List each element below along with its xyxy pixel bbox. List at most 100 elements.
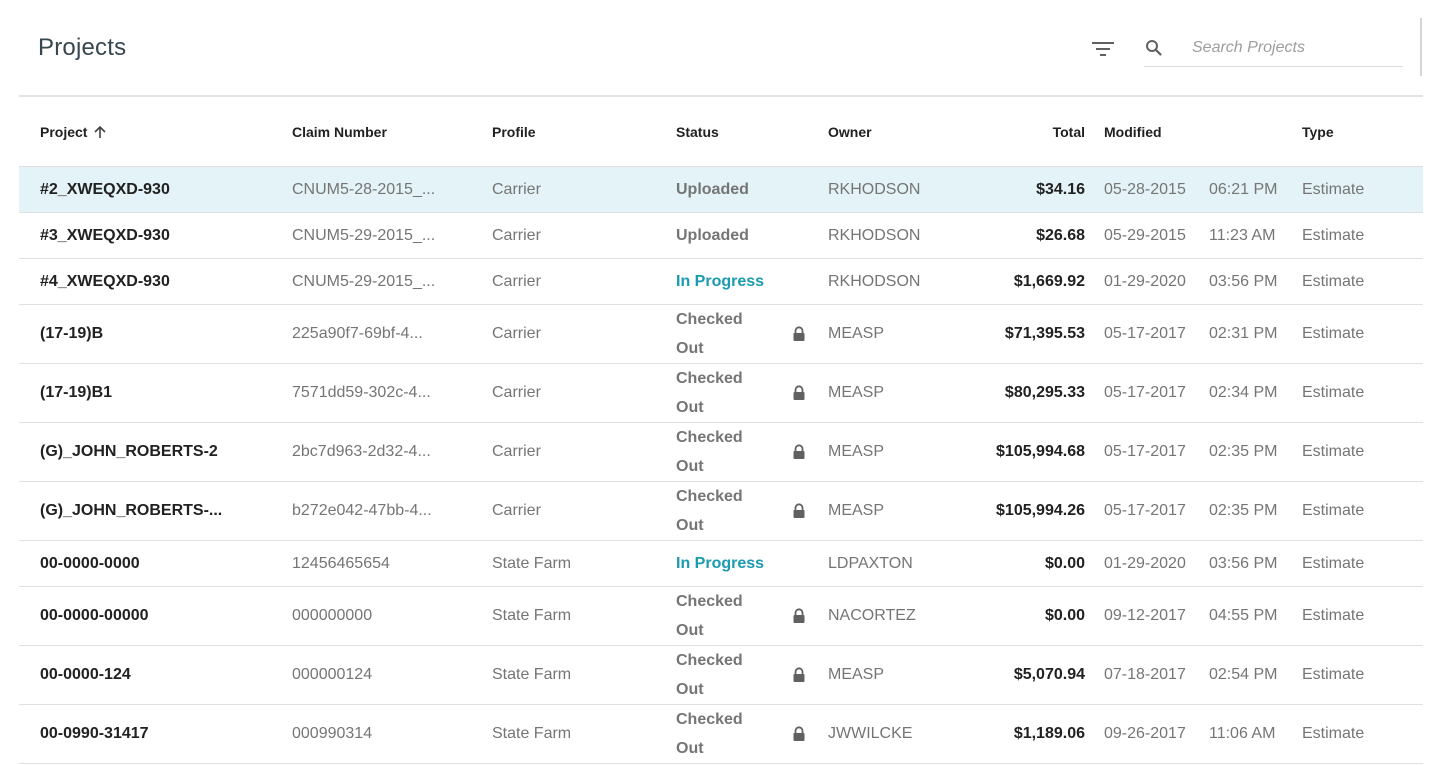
cell-status: In Progress <box>676 554 765 572</box>
cell-status: Uploaded <box>676 226 749 244</box>
column-header-modified[interactable]: Modified <box>1104 124 1162 140</box>
cell-profile: Carrier <box>492 325 541 342</box>
column-header-owner[interactable]: Owner <box>828 124 872 140</box>
filter-button[interactable] <box>1090 36 1116 62</box>
cell-modified-date: 01-29-2020 <box>1104 272 1186 290</box>
cell-total: $1,669.92 <box>1013 272 1085 290</box>
cell-profile: Carrier <box>492 443 541 460</box>
cell-claim-number: 000990314 <box>292 725 373 742</box>
cell-status: Checked Out <box>676 593 743 639</box>
cell-owner: NACORTEZ <box>828 607 916 624</box>
cell-claim-number: CNUM5-29-2015_... <box>292 272 436 290</box>
lock-icon <box>790 364 808 422</box>
cell-total: $26.68 <box>1036 226 1085 244</box>
cell-modified-date: 05-29-2015 <box>1104 226 1186 244</box>
cell-claim-number: b272e042-47bb-4... <box>292 502 432 519</box>
table-header: Project Claim Number Profile Status Owne… <box>19 95 1423 167</box>
cell-total: $80,295.33 <box>1004 384 1085 401</box>
cell-status: Checked Out <box>676 711 743 757</box>
cell-modified-date: 05-17-2017 <box>1104 384 1186 401</box>
cell-claim-number: 2bc7d963-2d32-4... <box>292 443 431 460</box>
table-row[interactable]: (17-19)B1 7571dd59-302c-4... Carrier Checke… <box>19 364 1423 423</box>
column-header-status[interactable]: Status <box>676 124 719 140</box>
cell-type: Estimate <box>1302 502 1365 519</box>
cell-type: Estimate <box>1302 725 1365 742</box>
cell-total: $1,189.06 <box>1013 725 1085 742</box>
cell-owner: MEASP <box>828 384 885 401</box>
column-header-total[interactable]: Total <box>1052 124 1085 140</box>
cell-profile: State Farm <box>492 666 572 683</box>
cell-owner: MEASP <box>828 666 885 683</box>
cell-project: (G)_JOHN_ROBERTS-... <box>40 502 223 519</box>
table-row[interactable]: #4_XWEQXD-930 CNUM5-29-2015_... Carrier In … <box>19 259 1423 305</box>
cell-profile: Carrier <box>492 272 541 290</box>
page-header: Projects <box>0 0 1440 96</box>
cell-owner: RKHODSON <box>828 272 921 290</box>
table-row[interactable]: #3_XWEQXD-930 CNUM5-29-2015_... Carrier Upl… <box>19 213 1423 259</box>
cell-modified-date: 05-17-2017 <box>1104 443 1186 460</box>
cell-total: $0.00 <box>1044 554 1085 572</box>
cell-profile: Carrier <box>492 384 541 401</box>
filter-icon <box>1092 42 1114 56</box>
cell-modified-time: 02:35 PM <box>1209 502 1278 519</box>
page-title: Projects <box>38 34 127 61</box>
cell-status: Checked Out <box>676 311 743 357</box>
table-row[interactable]: 00-0000-00000 000000000 State Farm Checked … <box>19 587 1423 646</box>
cell-claim-number: 000000000 <box>292 607 373 624</box>
cell-owner: MEASP <box>828 443 885 460</box>
cell-project: 00-0990-31417 <box>40 725 149 742</box>
lock-icon <box>790 705 808 763</box>
table-row[interactable]: (17-19)B 225a90f7-69bf-4... Carrier Checked… <box>19 305 1423 364</box>
cell-project: (17-19)B1 <box>40 384 113 401</box>
sort-ascending-icon[interactable] <box>93 125 107 139</box>
cell-modified-time: 02:31 PM <box>1209 325 1278 342</box>
cell-project: #4_XWEQXD-930 <box>40 272 170 290</box>
lock-icon <box>790 305 808 363</box>
column-header-profile[interactable]: Profile <box>492 124 536 140</box>
cell-profile: Carrier <box>492 502 541 519</box>
cell-claim-number: 12456465654 <box>292 554 390 572</box>
cell-profile: State Farm <box>492 725 572 742</box>
table-row[interactable]: 00-0990-31417 000990314 State Farm Checked … <box>19 705 1423 764</box>
table-row[interactable]: 00-0000-124 000000124 State Farm Checked Ou… <box>19 646 1423 705</box>
cell-total: $0.00 <box>1044 607 1085 624</box>
cell-project: #3_XWEQXD-930 <box>40 226 170 244</box>
column-header-project[interactable]: Project <box>40 124 107 140</box>
table-row[interactable]: 00-0000-0000 12456465654 State Farm In Prog… <box>19 541 1423 587</box>
cell-profile: Carrier <box>492 180 541 198</box>
projects-table: Project Claim Number Profile Status Owne… <box>19 95 1423 764</box>
column-header-claim-number[interactable]: Claim Number <box>292 124 387 140</box>
table-row[interactable]: (G)_JOHN_ROBERTS-... b272e042-47bb-4... Ca… <box>19 482 1423 541</box>
cell-modified-date: 09-12-2017 <box>1104 607 1186 624</box>
cell-claim-number: 225a90f7-69bf-4... <box>292 325 423 342</box>
table-body: #2_XWEQXD-930 CNUM5-28-2015_... Carrier Upl… <box>19 167 1423 764</box>
column-header-label: Project <box>40 124 88 140</box>
cell-modified-date: 05-17-2017 <box>1104 325 1186 342</box>
search-input[interactable] <box>1192 36 1397 60</box>
cell-modified-date: 09-26-2017 <box>1104 725 1186 742</box>
cell-total: $71,395.53 <box>1004 325 1085 342</box>
cell-profile: State Farm <box>492 554 572 572</box>
cell-owner: LDPAXTON <box>828 554 913 572</box>
cell-profile: State Farm <box>492 607 572 624</box>
cell-type: Estimate <box>1302 443 1365 460</box>
cell-modified-date: 05-28-2015 <box>1104 180 1186 198</box>
cell-type: Estimate <box>1302 180 1365 198</box>
lock-icon <box>790 423 808 481</box>
search-icon[interactable] <box>1144 38 1164 58</box>
table-row[interactable]: (G)_JOHN_ROBERTS-2 2bc7d963-2d32-4... Carr… <box>19 423 1423 482</box>
lock-icon <box>790 587 808 645</box>
cell-owner: RKHODSON <box>828 180 921 198</box>
cell-modified-time: 11:06 AM <box>1209 725 1276 742</box>
cell-modified-time: 02:35 PM <box>1209 443 1278 460</box>
cell-owner: MEASP <box>828 325 885 342</box>
cell-modified-time: 03:56 PM <box>1209 272 1278 290</box>
cell-modified-time: 11:23 AM <box>1209 226 1276 244</box>
cell-claim-number: 000000124 <box>292 666 373 683</box>
table-row[interactable]: #2_XWEQXD-930 CNUM5-28-2015_... Carrier Upl… <box>19 167 1423 213</box>
cell-type: Estimate <box>1302 554 1365 572</box>
cell-project: 00-0000-0000 <box>40 554 140 572</box>
cell-type: Estimate <box>1302 384 1365 401</box>
cell-modified-time: 02:54 PM <box>1209 666 1278 683</box>
column-header-type[interactable]: Type <box>1302 124 1334 140</box>
